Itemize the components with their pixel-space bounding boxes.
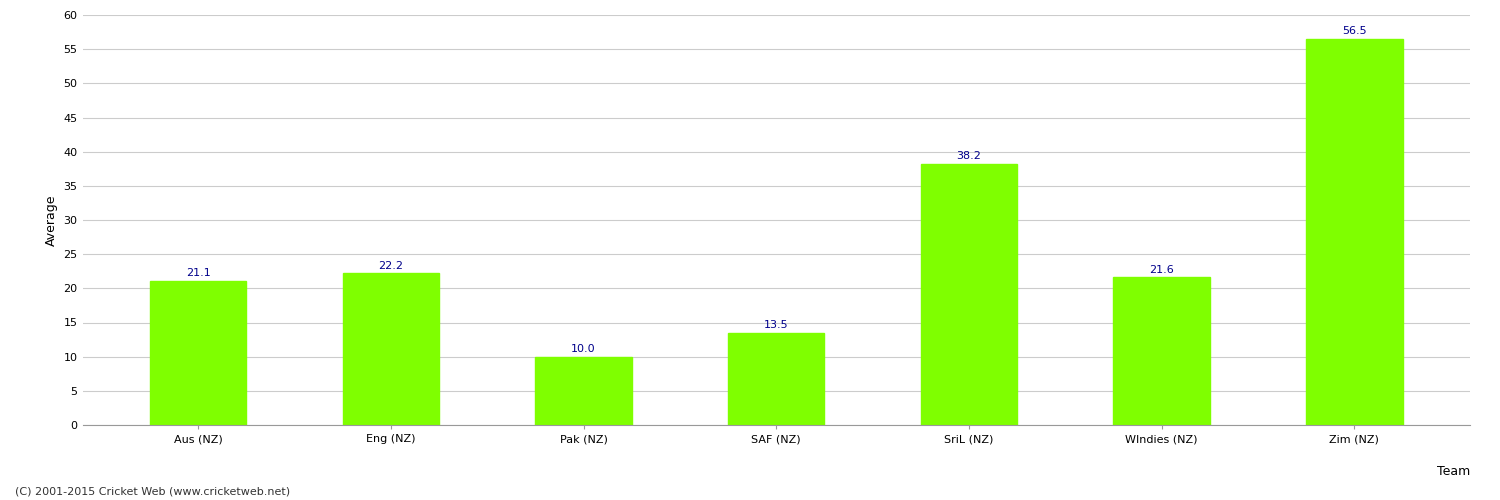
Bar	[921, 164, 1017, 425]
Y-axis label: Average: Average	[45, 194, 58, 246]
Bar	[1113, 278, 1210, 425]
Text: Team: Team	[1437, 465, 1470, 478]
Bar	[1306, 39, 1402, 425]
Text: 22.2: 22.2	[378, 260, 404, 270]
Text: 21.1: 21.1	[186, 268, 210, 278]
Text: 21.6: 21.6	[1149, 264, 1174, 274]
Text: 10.0: 10.0	[572, 344, 596, 354]
Text: 38.2: 38.2	[957, 151, 981, 161]
Text: 56.5: 56.5	[1342, 26, 1366, 36]
Bar	[342, 274, 439, 425]
Bar	[150, 281, 246, 425]
Text: (C) 2001-2015 Cricket Web (www.cricketweb.net): (C) 2001-2015 Cricket Web (www.cricketwe…	[15, 487, 290, 497]
Text: 13.5: 13.5	[764, 320, 789, 330]
Bar	[536, 356, 632, 425]
Bar	[728, 333, 825, 425]
